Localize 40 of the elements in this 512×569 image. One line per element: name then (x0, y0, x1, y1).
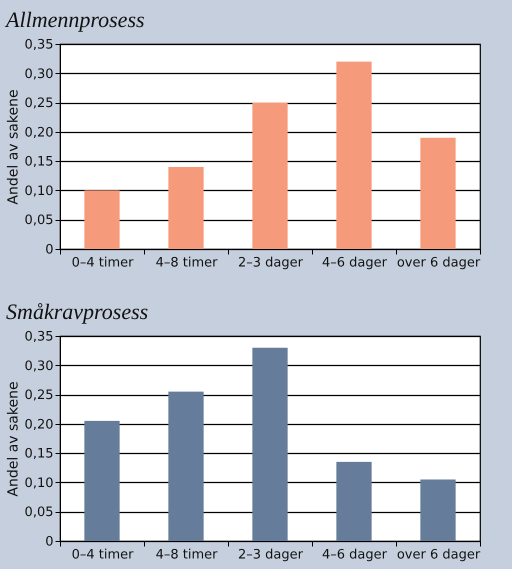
x-tick-label: 4–8 timer (156, 256, 218, 270)
y-tick-label: 0 (45, 534, 54, 550)
y-tick-label: 0 (45, 242, 54, 258)
x-tick-label: 0–4 timer (72, 548, 134, 562)
y-tick-label: 0,30 (24, 358, 54, 374)
y-tick-label: 0,20 (24, 125, 54, 140)
y-axis-title: Andel av sakene (6, 381, 22, 497)
y-tick-label: 0,35 (24, 330, 54, 344)
x-tick-label: over 6 dager (396, 548, 481, 562)
x-tick-label: 4–8 timer (156, 548, 218, 562)
bar (168, 167, 204, 249)
y-tick-label: 0,10 (24, 476, 54, 491)
chart-title: Småkravprosess (6, 299, 148, 324)
y-tick-label: 0,30 (24, 66, 54, 82)
x-tick-label: 0–4 timer (72, 256, 134, 270)
y-tick-label: 0,25 (24, 388, 54, 404)
bar (252, 348, 288, 541)
y-tick-label: 0,15 (24, 446, 54, 462)
bar (336, 462, 372, 541)
y-tick-label: 0,10 (24, 184, 54, 199)
y-tick-label: 0,35 (24, 38, 54, 52)
bar (420, 480, 456, 541)
y-tick-label: 0,20 (24, 417, 54, 432)
y-axis-title: Andel av sakene (6, 89, 22, 205)
bar (84, 190, 120, 249)
y-tick-label: 0,25 (24, 96, 54, 112)
y-tick-label: 0,15 (24, 154, 54, 170)
bar (168, 392, 204, 541)
bar (420, 138, 456, 249)
x-tick-label: 2–3 dager (238, 548, 304, 562)
chart-title: Allmennprosess (4, 7, 145, 32)
y-tick-label: 0,05 (24, 213, 54, 228)
bar (252, 102, 288, 249)
y-tick-label: 0,05 (24, 505, 54, 520)
x-tick-label: over 6 dager (396, 256, 481, 270)
bar (336, 62, 372, 249)
x-tick-label: 4–6 dager (322, 256, 388, 270)
x-tick-label: 4–6 dager (322, 548, 388, 562)
x-tick-label: 2–3 dager (238, 256, 304, 270)
bar (84, 420, 120, 541)
